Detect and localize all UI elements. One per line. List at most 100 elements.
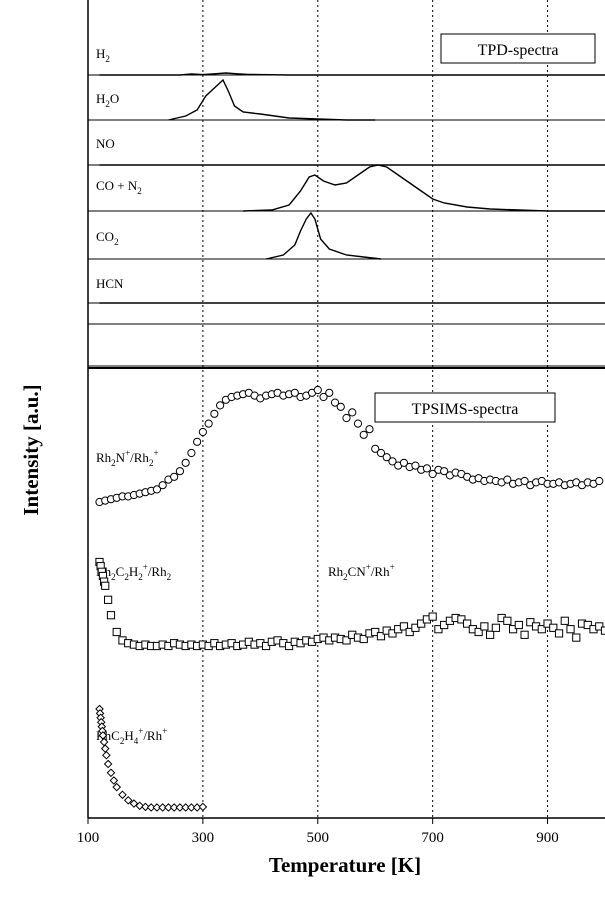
tpsims-point (325, 388, 334, 397)
tpsims-point (371, 627, 380, 637)
tpsims-point (503, 616, 512, 625)
tpsims-point (330, 398, 340, 407)
x-axis-title: Temperature [K] (269, 853, 421, 877)
tpsims-point (491, 623, 500, 632)
tpsims-point (164, 803, 173, 812)
tpsims-point (261, 641, 271, 651)
tpd-series-label-2: NO (96, 136, 115, 151)
tpsims-point (169, 803, 179, 812)
tpsims-point (417, 619, 426, 628)
tpsims-point (537, 625, 546, 634)
tpsims-point (204, 419, 213, 428)
tpsims-point (434, 625, 443, 634)
gridlines (202, 0, 549, 818)
tpsims-point (141, 802, 150, 812)
tpd-series-label-0: H2 (96, 46, 110, 64)
tpsims-point (359, 430, 368, 439)
plot-frame (87, 0, 605, 819)
x-tick-label-900: 900 (536, 830, 559, 846)
tpsims-point (583, 620, 592, 630)
tpsims-point (440, 467, 449, 476)
x-tick-label-700: 700 (421, 830, 444, 846)
tpsims-point (152, 803, 162, 812)
tpsims-point (348, 408, 357, 417)
tpsims-point (118, 790, 127, 800)
tpsims-point (486, 630, 495, 639)
tpd-series-label-1: H2O (96, 91, 119, 109)
tpsims-point (388, 457, 397, 466)
tpsims-point (181, 803, 190, 812)
tpsims-box-label: TPSIMS-spectra (412, 401, 519, 418)
x-tick-label-100: 100 (77, 830, 100, 846)
tpsims-point (170, 472, 179, 481)
tpsims-point (100, 744, 110, 753)
tpd-series-label-4: CO2 (96, 229, 119, 247)
tpsims-point (399, 458, 409, 467)
tpsims-point (388, 629, 397, 638)
tpsims-point (319, 392, 328, 402)
tpsims-point (365, 425, 374, 434)
x-axis: 100 300 500 700 900 (77, 818, 559, 846)
tpsims-point (336, 402, 345, 411)
tpsims-legend-box: TPSIMS-spectra (374, 392, 556, 423)
tpd-series-line-0 (99, 72, 605, 76)
tpsims-point (371, 444, 380, 453)
tpsims-point (158, 481, 167, 490)
tpsims-point (353, 419, 363, 428)
x-tick-label-300: 300 (192, 830, 215, 846)
tpsims-point (595, 476, 604, 486)
tpsims-point (566, 625, 575, 634)
tpsims-point (101, 581, 110, 590)
tpsims-point (106, 768, 116, 778)
tpsims-point (342, 636, 351, 645)
tpsims-point (480, 622, 489, 631)
tpsims-point (549, 623, 558, 632)
tpsims-point (526, 618, 535, 627)
tpsims-point (440, 620, 449, 630)
tpsims-point (198, 802, 208, 812)
tpsims-point (554, 629, 564, 638)
tpd-panel: H2 H2O NO CO + N2 CO2 HCN (88, 46, 605, 367)
tpsims-point (342, 413, 351, 423)
tpsims-point (106, 611, 116, 620)
tpsims-point (422, 464, 432, 473)
tpsims-point (198, 427, 207, 437)
tpsims-point (405, 627, 414, 637)
tpsims-point (175, 467, 185, 476)
tpsims-point (520, 630, 529, 639)
tpsims-point (474, 627, 483, 637)
tpd-series-line-4 (265, 211, 382, 260)
tpsims-point (216, 401, 225, 410)
tpsims-point (595, 622, 604, 631)
tpsims-point (411, 623, 420, 632)
tpd-series-line-3 (243, 164, 605, 212)
tpsims-point (428, 469, 437, 479)
tpsims-point (104, 595, 113, 604)
tpsims-point (428, 612, 437, 621)
tpsims-point (382, 453, 391, 462)
tpsims-point (411, 461, 420, 470)
tpsims-point (152, 485, 162, 494)
tpsims-point (187, 448, 196, 458)
tpsims-point (560, 616, 569, 625)
tpsims-point (284, 641, 294, 651)
tpsims-point (158, 803, 167, 812)
tpsims-point (112, 782, 122, 792)
tpsims-point (210, 409, 219, 418)
tpsims-point (376, 632, 386, 641)
tpsims-point (103, 759, 113, 769)
tpd-series-label-5: HCN (96, 276, 124, 291)
tpsims-point (359, 634, 368, 644)
tpsims-point (503, 475, 512, 484)
tpsims-point (193, 437, 202, 446)
tpsims-point (457, 615, 466, 624)
tpsims-point (181, 458, 190, 467)
tpsims-point (313, 385, 322, 395)
tpsims-annotation-label: Rh2CN+/Rh+ (328, 562, 395, 582)
tpd-legend-box: TPD-spectra (440, 33, 596, 64)
y-axis-title: Intensity [a.u.] (19, 384, 43, 515)
tpsims-point (129, 799, 139, 808)
tpsims-point (123, 795, 133, 805)
x-tick-label-500: 500 (307, 830, 330, 846)
